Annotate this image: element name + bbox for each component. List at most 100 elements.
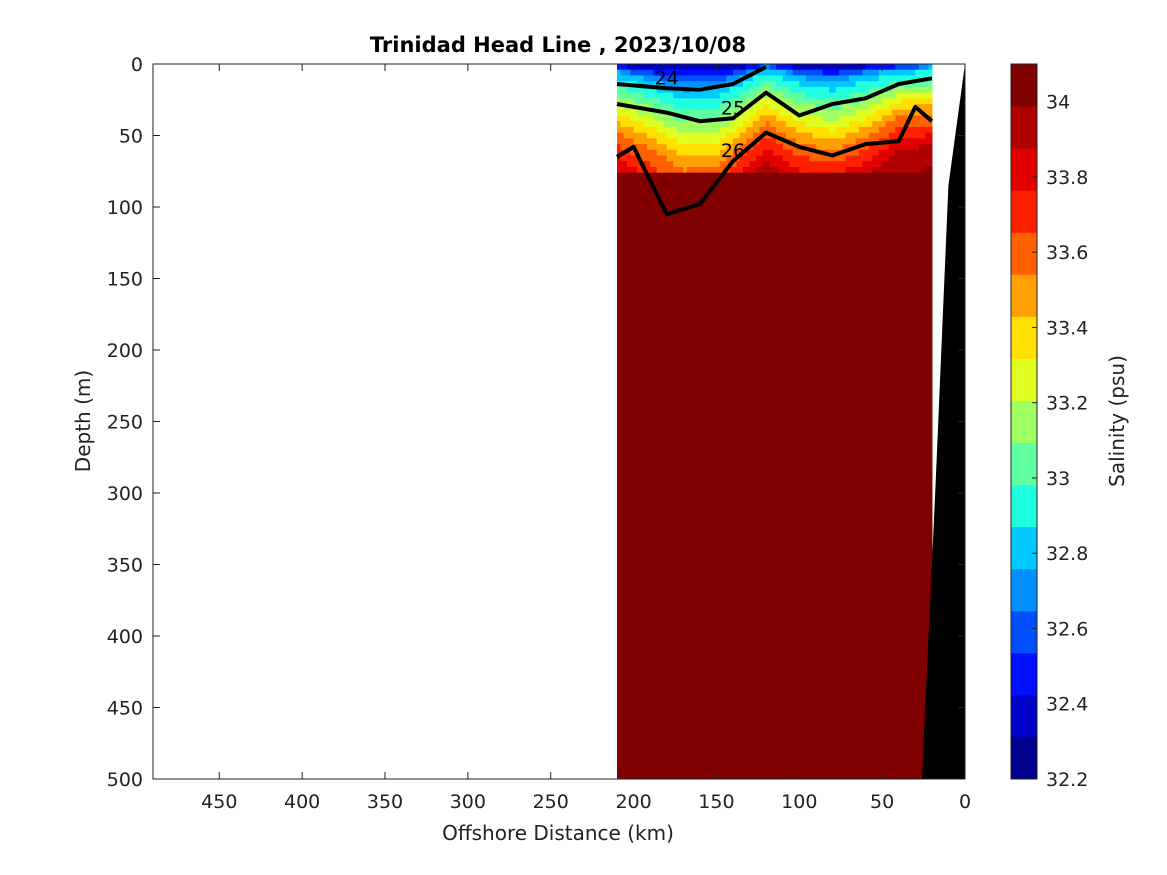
salinity-cell — [706, 767, 711, 774]
salinity-cell — [716, 464, 721, 471]
salinity-cell — [666, 756, 671, 763]
salinity-cell — [739, 607, 744, 614]
salinity-cell — [703, 418, 708, 425]
salinity-cell — [663, 350, 668, 357]
salinity-cell — [713, 69, 718, 77]
salinity-cell — [630, 493, 635, 500]
salinity-cell — [719, 195, 724, 202]
salinity-cell — [643, 195, 648, 202]
salinity-cell — [640, 309, 645, 317]
salinity-cell — [650, 527, 655, 534]
salinity-cell — [653, 98, 658, 105]
salinity-cell — [723, 578, 727, 586]
salinity-cell — [626, 258, 631, 265]
salinity-cell — [660, 773, 664, 779]
salinity-cell — [656, 281, 661, 288]
salinity-cell — [633, 481, 638, 488]
salinity-cell — [696, 447, 701, 454]
salinity-cell — [716, 235, 721, 242]
salinity-cell — [706, 716, 711, 723]
salinity-cell — [626, 658, 631, 666]
salinity-cell — [630, 550, 635, 557]
salinity-cell — [739, 624, 744, 631]
salinity-cell — [646, 292, 651, 300]
salinity-cell — [673, 241, 678, 248]
salinity-cell — [696, 155, 701, 162]
salinity-cell — [693, 155, 698, 162]
salinity-cell — [617, 544, 621, 551]
salinity-cell — [620, 418, 625, 425]
salinity-cell — [670, 761, 674, 769]
salinity-cell — [626, 750, 631, 757]
salinity-cell — [746, 658, 751, 666]
salinity-cell — [650, 452, 655, 460]
salinity-cell — [617, 738, 621, 746]
salinity-cell — [716, 618, 721, 626]
salinity-cell — [689, 372, 694, 380]
salinity-cell — [646, 298, 651, 305]
salinity-cell — [723, 395, 727, 403]
salinity-cell — [673, 104, 678, 111]
salinity-cell — [739, 418, 744, 425]
salinity-cell — [696, 269, 701, 277]
salinity-cell — [689, 567, 694, 574]
salinity-cell — [640, 98, 645, 105]
salinity-cell — [646, 555, 651, 563]
salinity-cell — [673, 258, 678, 265]
salinity-cell — [620, 195, 625, 202]
salinity-cell — [709, 75, 714, 82]
salinity-cell — [676, 510, 681, 517]
salinity-cell — [739, 121, 744, 128]
salinity-cell — [686, 338, 691, 345]
salinity-cell — [716, 172, 721, 179]
salinity-cell — [623, 298, 628, 305]
salinity-cell — [693, 544, 698, 551]
salinity-cell — [666, 144, 671, 151]
salinity-cell — [746, 178, 751, 185]
salinity-cell — [703, 487, 708, 494]
salinity-cell — [660, 487, 664, 494]
salinity-cell — [746, 184, 751, 191]
salinity-cell — [633, 207, 638, 214]
salinity-cell — [716, 367, 721, 374]
salinity-cell — [636, 64, 641, 71]
salinity-cell — [723, 676, 727, 683]
salinity-cell — [650, 710, 655, 717]
salinity-cell — [630, 744, 635, 751]
salinity-cell — [640, 693, 645, 700]
salinity-cell — [653, 126, 658, 134]
salinity-cell — [663, 92, 668, 99]
salinity-cell — [706, 407, 711, 414]
salinity-cell — [679, 653, 684, 660]
salinity-cell — [739, 487, 744, 494]
salinity-cell — [679, 412, 684, 420]
salinity-cell — [709, 521, 714, 528]
salinity-cell — [626, 378, 631, 385]
salinity-cell — [660, 590, 664, 597]
salinity-cell — [726, 155, 731, 162]
salinity-cell — [656, 441, 661, 448]
salinity-cell — [699, 658, 704, 666]
salinity-cell — [733, 281, 737, 288]
salinity-cell — [742, 573, 747, 580]
salinity-cell — [620, 567, 625, 574]
salinity-cell — [746, 275, 751, 282]
salinity-cell — [626, 452, 631, 460]
salinity-cell — [663, 172, 668, 179]
salinity-cell — [650, 207, 655, 214]
salinity-cell — [719, 452, 724, 460]
salinity-cell — [683, 590, 688, 597]
salinity-cell — [670, 235, 674, 242]
salinity-cell — [736, 595, 741, 603]
salinity-cell — [729, 687, 734, 694]
salinity-cell — [640, 424, 645, 431]
salinity-cell — [646, 750, 651, 757]
salinity-cell — [623, 653, 628, 660]
salinity-cell — [736, 464, 741, 471]
salinity-cell — [673, 452, 678, 460]
salinity-cell — [696, 275, 701, 282]
salinity-cell — [663, 710, 668, 717]
salinity-cell — [693, 641, 698, 649]
salinity-cell — [693, 361, 698, 368]
salinity-cell — [660, 195, 664, 202]
